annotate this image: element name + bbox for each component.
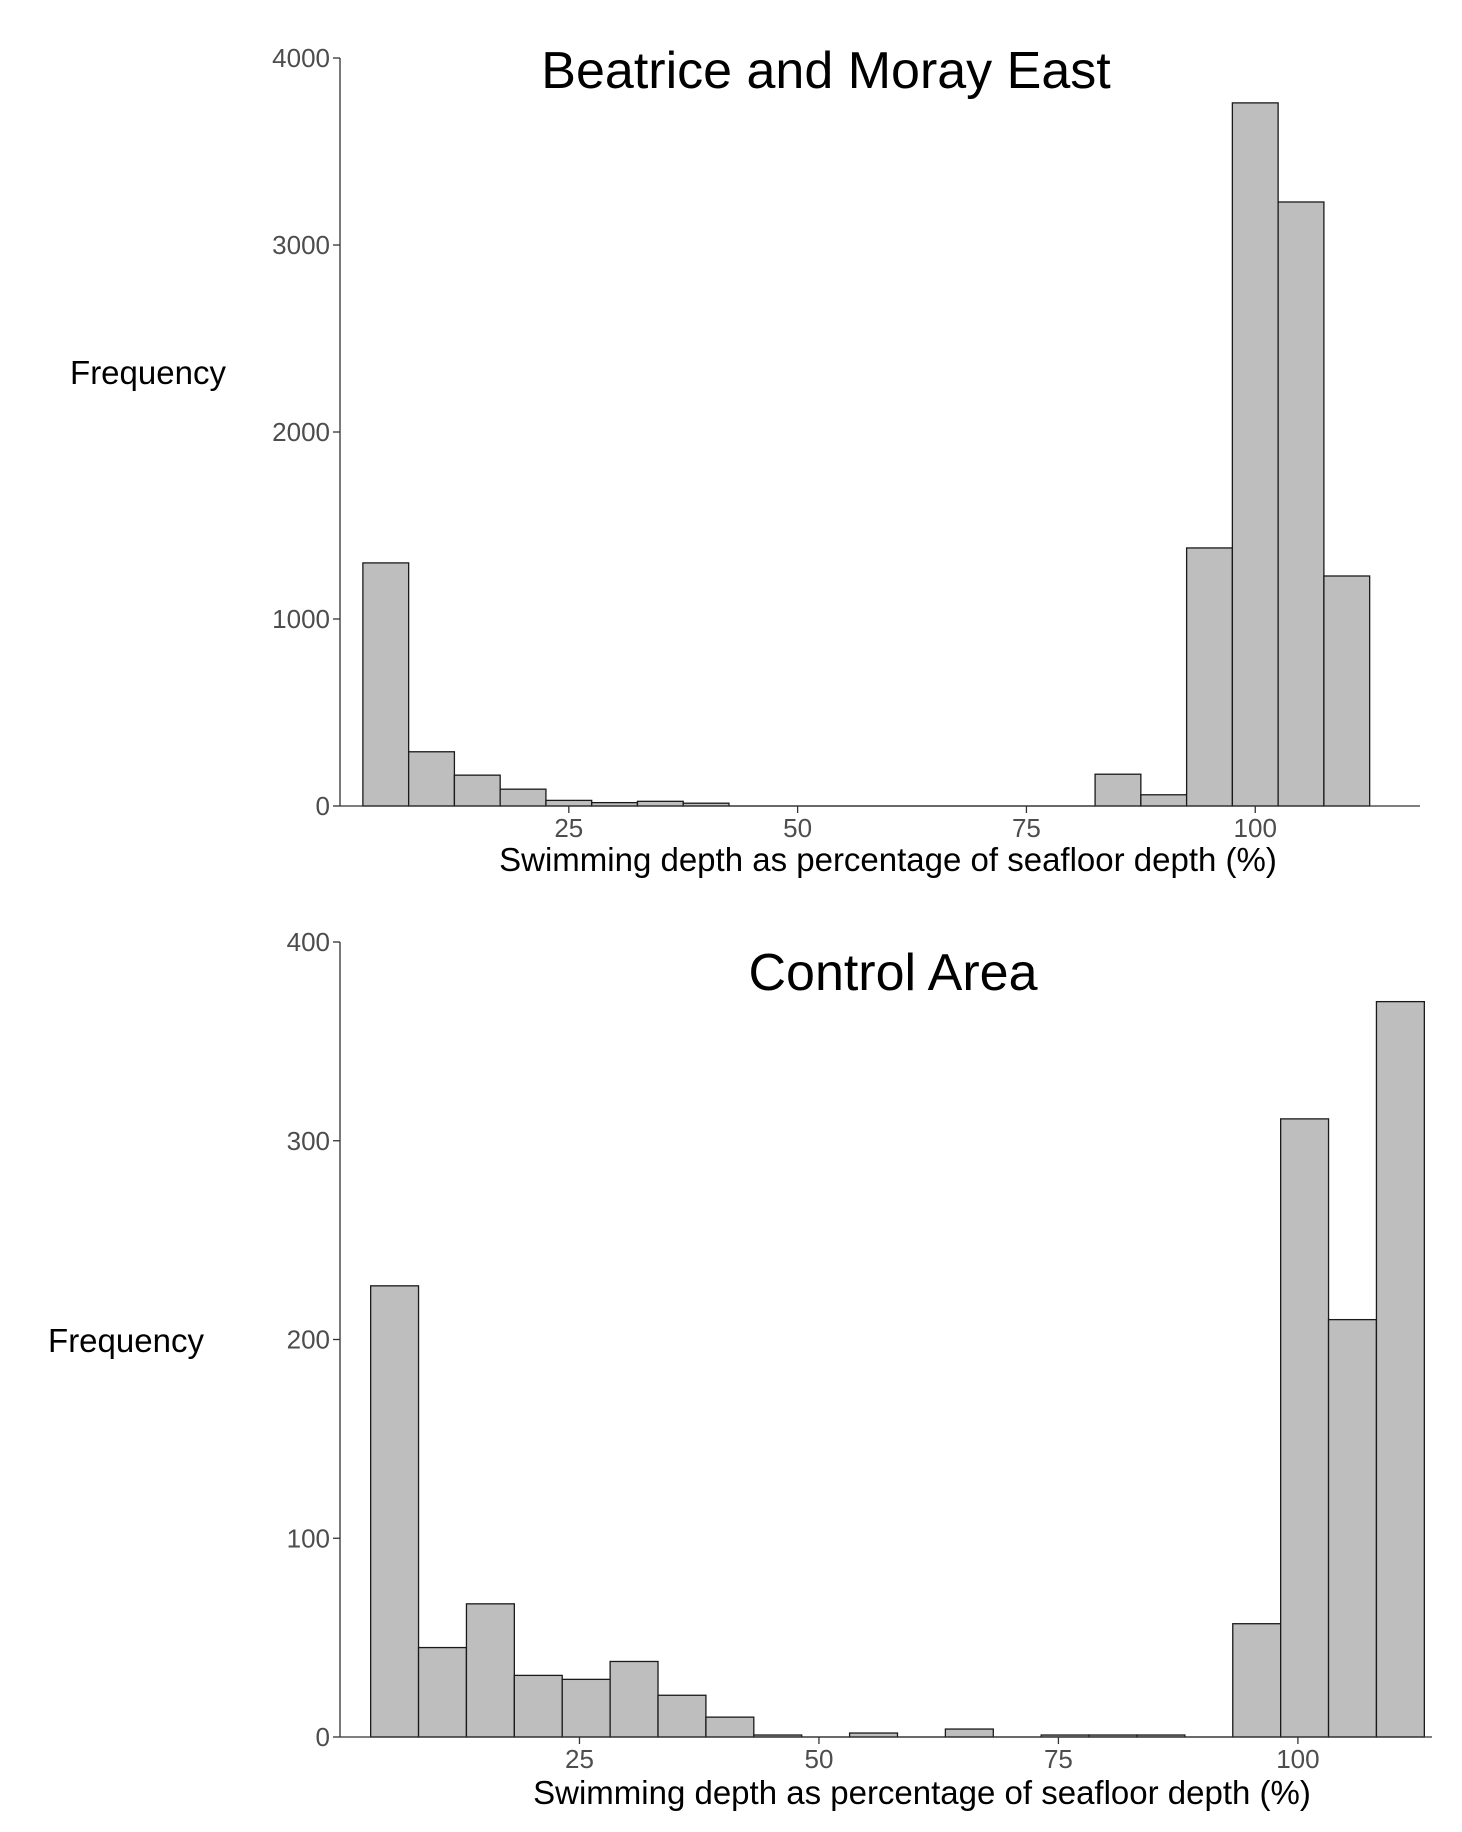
bars-group xyxy=(362,102,1371,807)
x-tick-label: 75 xyxy=(1012,813,1041,843)
histogram-bar xyxy=(944,1728,994,1738)
histogram-bar xyxy=(362,562,410,807)
histogram-bar xyxy=(453,774,501,807)
x-tick-label: 50 xyxy=(804,1744,833,1774)
histogram-bar xyxy=(407,751,456,807)
y-tick-label: 0 xyxy=(316,791,330,821)
histogram-bar xyxy=(513,1674,563,1738)
y-tick-label: 4000 xyxy=(272,43,330,73)
y-axis-label: Frequency xyxy=(48,1322,204,1359)
histogram-bar xyxy=(1231,102,1279,807)
y-tick-label: 100 xyxy=(287,1523,330,1553)
x-tick-label: 50 xyxy=(783,813,812,843)
x-tick-label: 25 xyxy=(565,1744,594,1774)
x-axis-label: Swimming depth as percentage of seafloor… xyxy=(499,841,1277,878)
histogram-bar xyxy=(1375,1000,1425,1738)
histogram-bar xyxy=(1232,1623,1282,1738)
bars-group xyxy=(370,1000,1425,1738)
chart-title: Control Area xyxy=(748,944,1037,1002)
x-axis-label: Swimming depth as percentage of seafloor… xyxy=(533,1774,1311,1811)
y-tick-label: 200 xyxy=(287,1325,330,1355)
y-tick-label: 400 xyxy=(287,927,330,957)
y-tick-label: 0 xyxy=(316,1722,330,1752)
panel-control-area: Control Area Frequency Swimming depth as… xyxy=(48,927,1432,1811)
histogram-bar xyxy=(417,1646,468,1738)
histogram-bar xyxy=(465,1603,515,1738)
histogram-bar xyxy=(609,1660,659,1738)
x-tick-label: 25 xyxy=(554,813,583,843)
y-axis-label: Frequency xyxy=(70,354,226,391)
histogram-bar xyxy=(1140,794,1188,807)
histogram-bar xyxy=(499,788,547,807)
histogram-bar xyxy=(545,799,593,807)
y-tick-label: 2000 xyxy=(272,417,330,447)
histogram-bar xyxy=(636,800,684,807)
histogram-bar xyxy=(370,1285,420,1738)
histogram-bar xyxy=(561,1678,611,1738)
x-tick-label: 100 xyxy=(1234,813,1277,843)
y-tick-label: 3000 xyxy=(272,230,330,260)
histogram-bar xyxy=(1277,201,1325,807)
histogram-bar xyxy=(1327,1318,1378,1738)
histogram-bar xyxy=(1094,773,1142,807)
histogram-bar xyxy=(705,1716,755,1738)
axes-group: 0 1000 2000 3000 4000 25 50 75 100 xyxy=(272,43,1420,843)
y-tick-label: 300 xyxy=(287,1126,330,1156)
histogram-bar xyxy=(1280,1118,1330,1738)
y-tick-label: 1000 xyxy=(272,604,330,634)
panel-beatrice-moray-east: Beatrice and Moray East Frequency Swimmi… xyxy=(70,42,1420,878)
axes-group: 0 100 200 300 400 25 50 75 100 xyxy=(287,927,1432,1774)
histogram-bar xyxy=(657,1694,707,1738)
x-tick-label: 100 xyxy=(1276,1744,1319,1774)
chart-title: Beatrice and Moray East xyxy=(541,42,1111,100)
x-tick-label: 75 xyxy=(1044,1744,1073,1774)
histogram-bar xyxy=(1323,575,1371,807)
histogram-bar xyxy=(1185,547,1234,807)
